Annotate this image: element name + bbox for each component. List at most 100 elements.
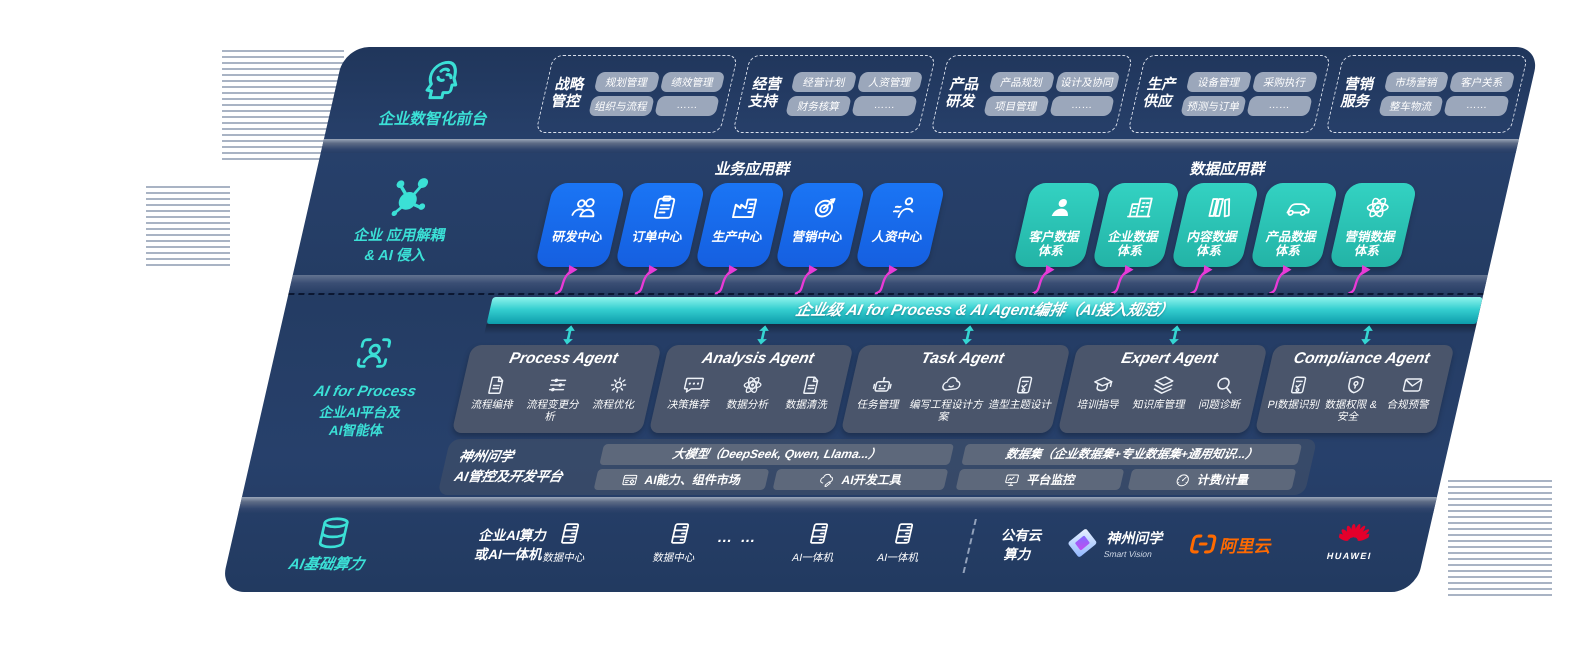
- data-app-row: 客户数据 体系 企业数据 体系 内容数据 体系 产品数据 体系 营销数据 体系: [1012, 183, 1418, 267]
- server-icon: [664, 521, 695, 546]
- expert-agent-box: Expert Agent 培训指导 知识库管理 问题诊断: [1057, 345, 1268, 433]
- front-chip: 人资管理: [856, 72, 924, 92]
- data-app-customer: 客户数据 体系: [1012, 183, 1102, 267]
- data-app-content: 内容数据 体系: [1170, 183, 1260, 267]
- market-icon: [620, 472, 640, 488]
- front-group-supply: 生产 供应 设备管理 采购执行 预测与订单 ……: [1127, 55, 1331, 133]
- double-arrow-icon: [559, 325, 580, 345]
- front-chip: ……: [851, 96, 918, 116]
- people-flow-icon: [888, 194, 921, 221]
- front-chip: 财务核算: [785, 96, 852, 116]
- front-chip: 采购执行: [1251, 72, 1318, 92]
- front-group-product: 产品 研发 产品规划 设计及协同 项目管理 ……: [930, 55, 1134, 133]
- infra-layer-label: AI基础算力: [254, 515, 408, 574]
- front-group-strategy: 战略 管控 规划管理 绩效管理 组织与流程 ……: [535, 55, 739, 133]
- front-chip: ……: [1443, 96, 1510, 116]
- agent-function: 流程优化: [579, 374, 651, 423]
- model-group: 大模型（DeepSeek, Qwen, Llama...） AI能力、组件市场 …: [593, 444, 955, 490]
- alert-mail-icon: [1399, 374, 1426, 396]
- users-icon: [568, 194, 601, 221]
- aliyun-brackets-icon: [1186, 530, 1220, 558]
- business-app-rd-center: 研发中心: [534, 183, 626, 267]
- layer-divider: [238, 497, 1437, 513]
- building-icon: [1124, 194, 1157, 221]
- server-icon: [803, 521, 834, 546]
- front-chip: 预测与订单: [1180, 96, 1247, 116]
- agent-row: Process Agent 流程编排 流程变更分析 流程优化 Analysis …: [451, 345, 1455, 433]
- front-chip: 客户关系: [1449, 72, 1516, 92]
- diagnose-search-icon: [1211, 374, 1238, 396]
- analysis-agent-box: Analysis Agent 决策推荐 数据分析 数据清洗: [648, 345, 854, 433]
- front-chip: 规划管理: [593, 72, 660, 92]
- front-group-title: 生产 供应: [1141, 76, 1179, 110]
- front-group-operation: 经营 支持 经营计划 人资管理 财务核算 ……: [732, 55, 936, 133]
- flow-doc-icon: [483, 374, 510, 396]
- agent-function: 数据清洗: [776, 374, 843, 411]
- monitor-icon: [1003, 472, 1023, 488]
- platform-name: 神州问学 AI管控及开发平台: [453, 449, 565, 484]
- layer-divider: [320, 139, 1519, 153]
- car-icon: [1282, 194, 1315, 221]
- infra-node-ai-appliance: AI一体机: [866, 521, 936, 565]
- server-icon: [554, 521, 585, 546]
- books-icon: [1203, 194, 1236, 221]
- data-group-title: 数据应用群: [1188, 161, 1268, 178]
- platform-panel: 神州问学 AI管控及开发平台 大模型（DeepSeek, Qwen, Llama…: [437, 439, 1318, 495]
- front-chip: 产品规划: [988, 72, 1055, 92]
- factory-icon: [728, 194, 761, 221]
- target-icon: [808, 194, 841, 221]
- business-app-row: 研发中心 订单中心 生产中心 营销中心 人资中心: [534, 183, 946, 267]
- billing-metering-cell: 计费/计量: [1127, 469, 1297, 490]
- model-bar: 大模型（DeepSeek, Qwen, Llama...）: [599, 444, 955, 465]
- agent-function: 编写工程设计方案: [901, 374, 994, 423]
- server-icon: [888, 521, 919, 546]
- infra-node-ai-appliance: AI一体机: [781, 521, 851, 565]
- front-chip: ……: [1048, 96, 1115, 116]
- agent-function: 培训指导: [1067, 374, 1136, 411]
- front-layer-label: 企业数智化前台: [336, 57, 542, 129]
- data-clean-icon: [798, 374, 825, 396]
- data-app-enterprise: 企业数据 体系: [1091, 183, 1181, 267]
- data-atom-icon: [739, 374, 766, 396]
- clipboard-icon: [648, 194, 681, 221]
- shenzhou-wenxue-logo: 神州问学 Smart Vision: [1060, 525, 1190, 561]
- ai-orchestration-band: 企业级 AI for Process & AI Agent编排（AI接入规范）: [486, 297, 1483, 324]
- id-card-icon: [1285, 374, 1312, 396]
- task-agent-box: Task Agent 任务管理 编写工程设计方案 造型主题设计: [840, 345, 1071, 433]
- double-arrow-icon: [1357, 325, 1378, 345]
- atom-icon: [1361, 194, 1394, 221]
- front-layer-title: 企业数智化前台: [377, 111, 490, 128]
- front-group-title: 产品 研发: [944, 76, 982, 110]
- dashed-vertical-divider: [962, 519, 977, 573]
- cloud-edit-icon: [938, 374, 965, 396]
- training-icon: [1089, 374, 1116, 396]
- huawei-flower-icon: [1336, 520, 1373, 550]
- front-chip: ……: [653, 96, 721, 116]
- huawei-logo: HUAWEI: [1313, 520, 1392, 561]
- app-layer-label: 企业 应用解耦 & AI 侵入: [295, 175, 512, 266]
- agent-function: 流程变更分析: [519, 374, 591, 423]
- main-panel: 企业数智化前台 战略 管控 规划管理 绩效管理 组织与流程 …… 经营 支持 经营计…: [220, 47, 1540, 592]
- diamond-logo-icon: [1060, 525, 1104, 561]
- agent-function: 流程编排: [458, 374, 530, 423]
- platform-monitor-cell: 平台监控: [955, 469, 1125, 490]
- ai-capability-market-cell: AI能力、组件市场: [593, 469, 770, 490]
- dashed-separator: [288, 293, 1484, 295]
- front-chip: 经营计划: [791, 72, 858, 92]
- band-shadow: [484, 324, 1477, 334]
- agent-function: 知识库管理: [1127, 374, 1196, 411]
- knowledge-layers-icon: [1150, 374, 1177, 396]
- flow-optimize-icon: [605, 374, 632, 396]
- ai-layer-label: AI for Process 企业AI平台及 AI智能体: [265, 333, 468, 440]
- front-chip: 设计及协同: [1054, 72, 1121, 92]
- user-icon: [1045, 194, 1078, 221]
- decision-chat-icon: [680, 374, 707, 396]
- aliyun-logo: 阿里云: [1186, 530, 1302, 558]
- data-app-marketing: 营销数据 体系: [1328, 183, 1418, 267]
- dataset-bar: 数据集（企业数据集+专业数据集+通用知识...）: [961, 444, 1303, 465]
- agent-function: 合规预警: [1376, 374, 1445, 423]
- business-app-production-center: 生产中心: [694, 183, 786, 267]
- agent-function: 数据分析: [717, 374, 784, 411]
- public-cloud-label: 公有云 算力: [1000, 528, 1045, 562]
